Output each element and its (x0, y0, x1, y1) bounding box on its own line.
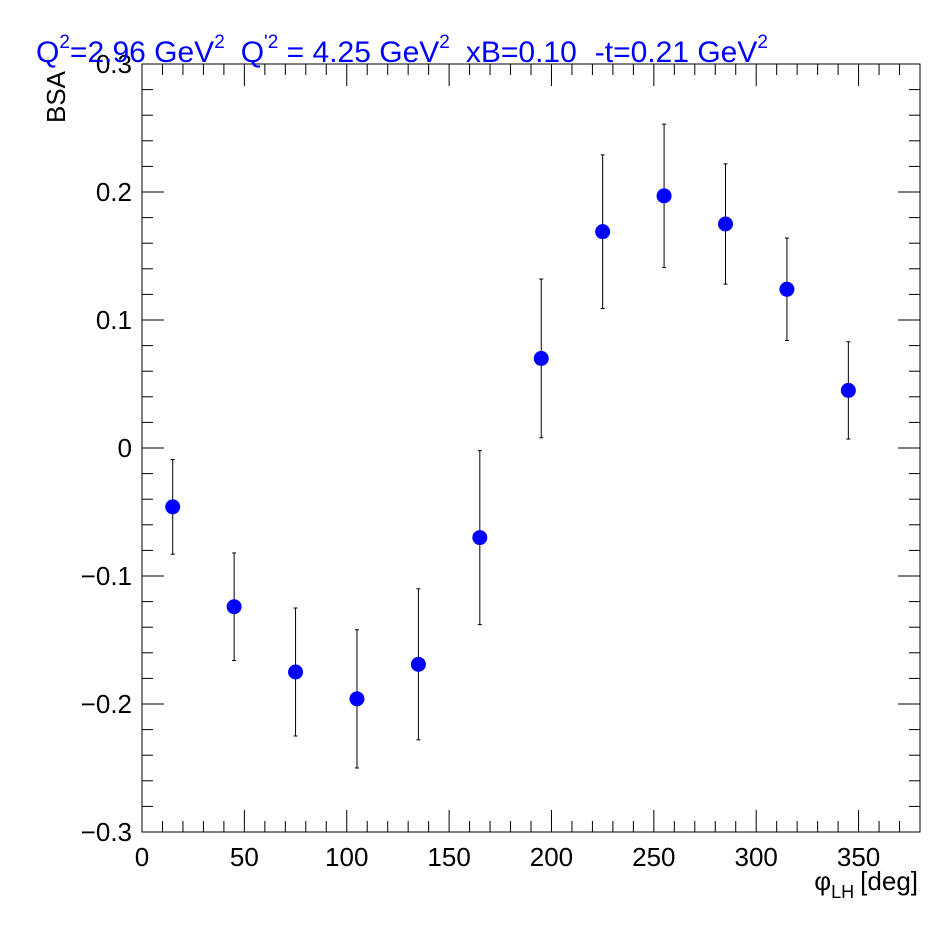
y-axis-title: BSA (41, 70, 71, 123)
axis-tick-labels: 0 50 100 150 200 250 300 350 −0.3 −0.2 −0.1 0 0.1 0.2… (81, 49, 881, 872)
chart-title: Q2=2.96 GeV2 Q'2 = 4.25 GeV2 xB=0.10 -t=0.2… (36, 32, 768, 69)
x-tick-label: 300 (735, 842, 778, 872)
y-tick-label: 0 (118, 433, 132, 463)
x-axis-symbol: φ (814, 866, 831, 896)
y-tick-label: −0.2 (81, 689, 132, 719)
x-tick-label: 200 (530, 842, 573, 872)
data-point (410, 656, 426, 672)
x-tick-label: 350 (837, 842, 880, 872)
data-markers (165, 188, 856, 707)
data-point (349, 691, 365, 707)
x-tick-label: 100 (325, 842, 368, 872)
data-point (595, 224, 611, 240)
y-tick-label: 0.3 (96, 49, 132, 79)
x-tick-label: 150 (427, 842, 470, 872)
y-tick-label: 0.2 (96, 177, 132, 207)
y-tick-label: −0.1 (81, 561, 132, 591)
plot-frame (141, 63, 921, 833)
y-tick-label: 0.1 (96, 305, 132, 335)
data-point (718, 216, 733, 232)
data-point (533, 350, 549, 366)
x-axis-unit: [deg] (860, 866, 918, 896)
data-point (472, 530, 488, 546)
data-point (226, 599, 242, 615)
x-axis-subscript: LH (831, 882, 854, 902)
x-tick-label: 250 (632, 842, 675, 872)
x-tick-label: 0 (135, 842, 149, 872)
data-point (165, 499, 181, 515)
data-point (288, 664, 304, 680)
data-point (840, 382, 856, 398)
x-tick-label: 50 (230, 842, 259, 872)
x-axis-title: φLH [deg] (814, 866, 918, 902)
data-point (779, 281, 795, 297)
data-point (656, 188, 672, 204)
y-tick-label: −0.3 (81, 817, 132, 847)
